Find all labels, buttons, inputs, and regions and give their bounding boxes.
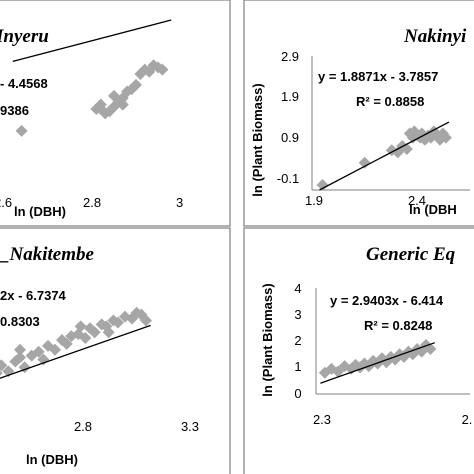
x-tick-label: 2. — [462, 412, 473, 427]
x-tick-label: 2.6 — [0, 195, 12, 210]
panel-frame — [243, 227, 474, 474]
data-point — [94, 103, 107, 115]
chart-panel-nakinyi: Nakinyi y = 1.8871x - 3.7857 R² = 0.8858… — [243, 0, 474, 227]
x-tick-label: 3 — [176, 195, 183, 210]
data-point — [103, 105, 116, 118]
y-axis-label: ln (Plant Biomass) — [260, 283, 275, 396]
data-point — [15, 124, 28, 137]
trendline-equation: y = 2.9403x - 6.414 — [330, 293, 444, 308]
trendline — [0, 324, 151, 379]
data-point — [102, 326, 115, 339]
chart-title: Generic Eq — [366, 244, 456, 265]
chart-title: Inyeru — [0, 26, 49, 47]
y-tick-label: 1.9 — [281, 89, 299, 104]
data-point — [439, 131, 452, 144]
y-tick-label: 3 — [294, 307, 301, 322]
plot-area — [311, 56, 470, 191]
r-squared-label: R² = 0.8248 — [364, 318, 432, 333]
plot-area — [315, 288, 470, 395]
y-tick-label: 2 — [294, 333, 301, 348]
chart-panel-nakitembe: _Nakitembe 2x - 6.7374 0.8303 2.8 3.3 ln… — [0, 227, 231, 474]
data-point — [25, 349, 38, 362]
plot-area — [12, 19, 172, 137]
x-tick-label: 3.3 — [181, 419, 199, 434]
data-point — [14, 351, 26, 364]
data-point — [74, 320, 87, 333]
data-point — [9, 355, 22, 368]
chart-title: Nakinyi — [403, 26, 467, 47]
x-axis-label: ln (DBH — [409, 202, 457, 217]
data-point — [0, 370, 3, 376]
panel-frame — [243, 0, 474, 227]
y-tick-label: 1 — [294, 359, 301, 374]
r-squared-label: R² = 0.8858 — [356, 94, 424, 109]
y-tick-label: 4 — [294, 281, 301, 296]
y-axis-label: ln (Plant Biomass) — [250, 83, 265, 196]
panel-frame — [0, 0, 231, 227]
data-point — [60, 337, 73, 350]
trendline — [12, 19, 172, 62]
data-point — [156, 63, 169, 76]
plot-area — [0, 306, 152, 379]
trendline — [319, 121, 450, 191]
data-point — [14, 343, 26, 356]
x-axis-label: ln (DBH) — [14, 204, 66, 219]
y-tick-label: 0 — [294, 386, 301, 401]
chart-panel-generic: Generic Eq y = 2.9403x - 6.414 R² = 0.82… — [243, 227, 474, 474]
y-tick-label: 0.9 — [281, 130, 299, 145]
data-point — [32, 345, 45, 358]
y-tick-label: 2.9 — [281, 49, 299, 64]
x-tick-label: 2.8 — [83, 195, 101, 210]
data-point — [140, 314, 152, 327]
data-point — [0, 359, 8, 372]
r-squared-label: 9386 — [0, 103, 29, 118]
data-point — [79, 332, 92, 345]
x-tick-label: 2.8 — [74, 419, 92, 434]
data-point — [116, 98, 129, 111]
trendline-equation: - 4.4568 — [0, 76, 48, 91]
x-axis-label: ln (DBH) — [26, 452, 78, 467]
data-point — [88, 326, 101, 339]
y-tick-label: -0.1 — [277, 171, 299, 186]
x-tick-label: 1.9 — [305, 193, 323, 208]
data-point — [130, 78, 142, 91]
chart-title: _Nakitembe — [0, 244, 94, 265]
x-tick-label: 2.4 — [408, 193, 426, 208]
data-point — [49, 343, 61, 356]
data-point — [358, 156, 371, 169]
data-point — [112, 316, 124, 329]
trendline-equation: 2x - 6.7374 — [0, 288, 67, 303]
x-tick-label: 2.3 — [313, 412, 331, 427]
data-point — [316, 178, 329, 191]
chart-panel-inyeru: Inyeru - 4.4568 9386 2.6 2.8 3 ln (DBH) — [0, 0, 231, 227]
data-point — [108, 89, 120, 102]
trendline-equation: y = 1.8871x - 3.7857 — [318, 69, 438, 84]
trendline — [320, 342, 436, 384]
r-squared-label: 0.8303 — [0, 314, 40, 329]
